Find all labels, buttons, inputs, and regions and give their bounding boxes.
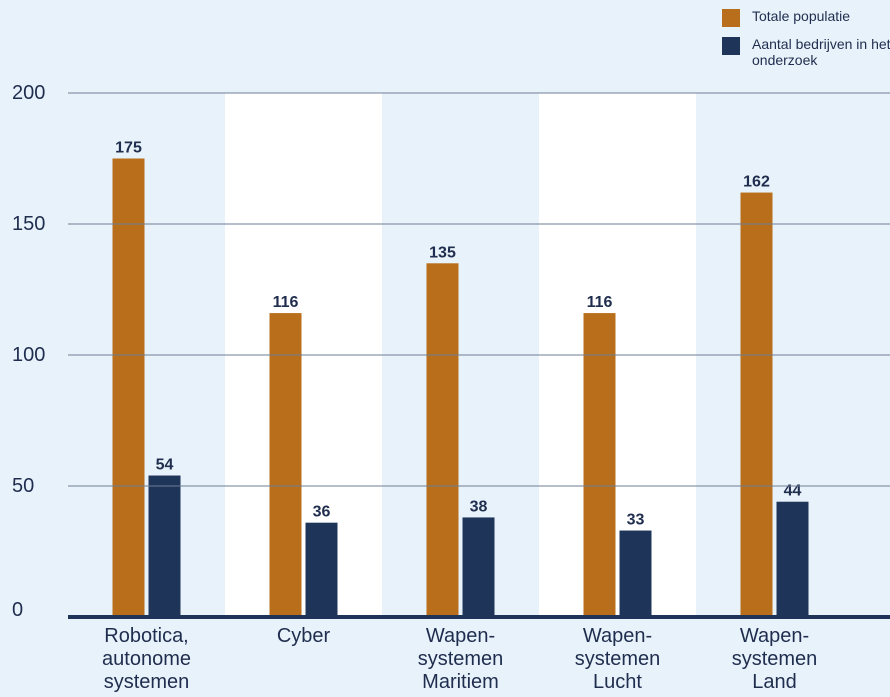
data-label: 135 — [429, 244, 456, 261]
data-label: 116 — [273, 294, 299, 311]
x-tick-label: Wapen-systemen Maritiem — [418, 625, 504, 693]
bar — [619, 530, 652, 617]
bar — [776, 501, 809, 617]
y-tick-label: 50 — [12, 475, 34, 497]
bar — [583, 313, 616, 617]
y-tick-label: 0 — [12, 599, 23, 621]
bar — [740, 192, 773, 617]
bar — [305, 522, 338, 617]
data-label: 116 — [587, 294, 613, 311]
bar — [148, 475, 181, 617]
x-tick-label: Wapen-systemen Land — [732, 625, 818, 693]
y-tick-label: 150 — [12, 213, 45, 235]
y-tick-label: 100 — [12, 344, 45, 366]
x-tick-label: Wapen-systemen Lucht — [575, 625, 661, 693]
bar — [462, 517, 495, 617]
bar — [426, 263, 459, 617]
data-label: 54 — [156, 457, 174, 474]
bar — [269, 313, 302, 617]
bar — [112, 158, 145, 617]
legend-swatch-totale-populatie — [722, 9, 740, 27]
legend-item-totale-populatie: Totale populatie — [722, 8, 890, 27]
legend-label-aantal-bedrijven: Aantal bedrijven in het onderzoek — [752, 36, 890, 68]
x-tick-label: Cyber — [277, 625, 331, 647]
legend-item-aantal-bedrijven: Aantal bedrijven in het onderzoek — [722, 36, 890, 68]
data-label: 38 — [470, 498, 488, 515]
legend-label-totale-populatie: Totale populatie — [752, 8, 851, 24]
data-label: 36 — [313, 504, 331, 521]
legend: Totale populatie Aantal bedrijven in het… — [722, 8, 890, 68]
data-label: 44 — [784, 483, 802, 500]
y-tick-label: 200 — [12, 82, 45, 104]
data-label: 162 — [743, 174, 770, 191]
data-label: 33 — [627, 512, 645, 529]
data-label: 175 — [115, 140, 142, 157]
x-tick-label: Robotica, autonome systemen — [102, 625, 191, 693]
legend-swatch-aantal-bedrijven — [722, 37, 740, 55]
